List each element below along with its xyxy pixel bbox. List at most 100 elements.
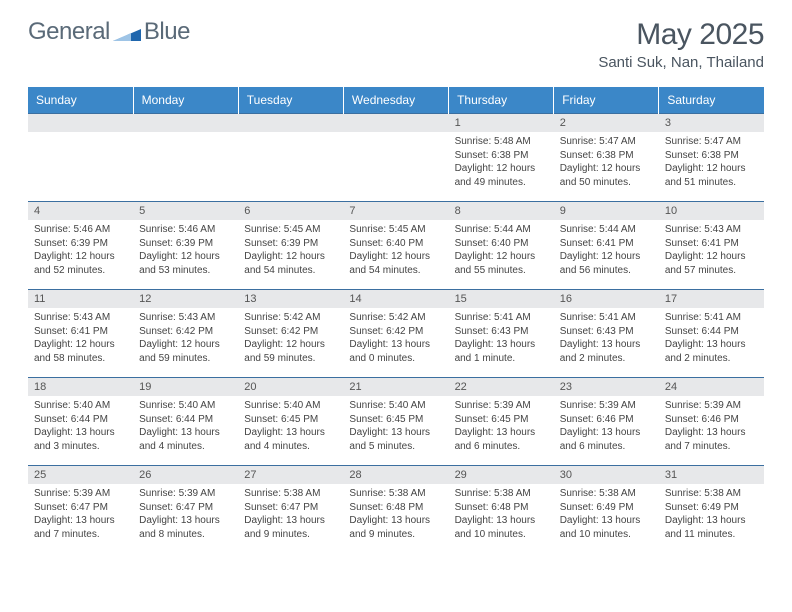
day-content: Sunrise: 5:41 AMSunset: 6:43 PMDaylight:… — [449, 308, 554, 369]
title-area: May 2025 Santi Suk, Nan, Thailand — [598, 18, 764, 71]
calendar-row: 18Sunrise: 5:40 AMSunset: 6:44 PMDayligh… — [28, 378, 764, 466]
day-content: Sunrise: 5:40 AMSunset: 6:45 PMDaylight:… — [238, 396, 343, 457]
day-content: Sunrise: 5:39 AMSunset: 6:45 PMDaylight:… — [449, 396, 554, 457]
day-number: 4 — [28, 202, 133, 220]
day-number: 31 — [659, 466, 764, 484]
empty-day-number — [238, 114, 343, 132]
calendar-cell: 15Sunrise: 5:41 AMSunset: 6:43 PMDayligh… — [449, 290, 554, 378]
weekday-header-row: SundayMondayTuesdayWednesdayThursdayFrid… — [28, 87, 764, 114]
day-number: 29 — [449, 466, 554, 484]
day-number: 19 — [133, 378, 238, 396]
calendar-row: 25Sunrise: 5:39 AMSunset: 6:47 PMDayligh… — [28, 466, 764, 554]
calendar-row: 1Sunrise: 5:48 AMSunset: 6:38 PMDaylight… — [28, 114, 764, 202]
calendar-cell — [238, 114, 343, 202]
calendar-cell — [133, 114, 238, 202]
day-content: Sunrise: 5:39 AMSunset: 6:47 PMDaylight:… — [133, 484, 238, 545]
day-number: 28 — [343, 466, 448, 484]
day-content: Sunrise: 5:38 AMSunset: 6:48 PMDaylight:… — [343, 484, 448, 545]
calendar-cell: 13Sunrise: 5:42 AMSunset: 6:42 PMDayligh… — [238, 290, 343, 378]
location: Santi Suk, Nan, Thailand — [598, 54, 764, 71]
calendar-cell: 8Sunrise: 5:44 AMSunset: 6:40 PMDaylight… — [449, 202, 554, 290]
day-content: Sunrise: 5:40 AMSunset: 6:45 PMDaylight:… — [343, 396, 448, 457]
calendar-cell — [343, 114, 448, 202]
calendar-cell: 7Sunrise: 5:45 AMSunset: 6:40 PMDaylight… — [343, 202, 448, 290]
calendar-cell: 27Sunrise: 5:38 AMSunset: 6:47 PMDayligh… — [238, 466, 343, 554]
calendar-cell: 18Sunrise: 5:40 AMSunset: 6:44 PMDayligh… — [28, 378, 133, 466]
day-number: 17 — [659, 290, 764, 308]
calendar-cell: 3Sunrise: 5:47 AMSunset: 6:38 PMDaylight… — [659, 114, 764, 202]
day-content: Sunrise: 5:41 AMSunset: 6:43 PMDaylight:… — [554, 308, 659, 369]
day-content: Sunrise: 5:45 AMSunset: 6:39 PMDaylight:… — [238, 220, 343, 281]
calendar-cell: 24Sunrise: 5:39 AMSunset: 6:46 PMDayligh… — [659, 378, 764, 466]
calendar-cell: 21Sunrise: 5:40 AMSunset: 6:45 PMDayligh… — [343, 378, 448, 466]
day-content: Sunrise: 5:43 AMSunset: 6:41 PMDaylight:… — [659, 220, 764, 281]
day-number: 23 — [554, 378, 659, 396]
day-number: 21 — [343, 378, 448, 396]
day-number: 8 — [449, 202, 554, 220]
weekday-header: Friday — [554, 87, 659, 114]
day-content: Sunrise: 5:38 AMSunset: 6:49 PMDaylight:… — [554, 484, 659, 545]
day-content: Sunrise: 5:39 AMSunset: 6:47 PMDaylight:… — [28, 484, 133, 545]
day-number: 3 — [659, 114, 764, 132]
calendar-cell: 31Sunrise: 5:38 AMSunset: 6:49 PMDayligh… — [659, 466, 764, 554]
calendar-cell: 9Sunrise: 5:44 AMSunset: 6:41 PMDaylight… — [554, 202, 659, 290]
calendar-cell: 20Sunrise: 5:40 AMSunset: 6:45 PMDayligh… — [238, 378, 343, 466]
empty-day-number — [343, 114, 448, 132]
day-content: Sunrise: 5:45 AMSunset: 6:40 PMDaylight:… — [343, 220, 448, 281]
empty-day-number — [28, 114, 133, 132]
flag-icon — [113, 19, 141, 46]
logo-text-left: General — [28, 18, 110, 46]
day-content: Sunrise: 5:38 AMSunset: 6:49 PMDaylight:… — [659, 484, 764, 545]
day-content: Sunrise: 5:44 AMSunset: 6:40 PMDaylight:… — [449, 220, 554, 281]
day-content: Sunrise: 5:42 AMSunset: 6:42 PMDaylight:… — [343, 308, 448, 369]
day-content: Sunrise: 5:39 AMSunset: 6:46 PMDaylight:… — [659, 396, 764, 457]
day-number: 26 — [133, 466, 238, 484]
day-number: 2 — [554, 114, 659, 132]
calendar-cell: 2Sunrise: 5:47 AMSunset: 6:38 PMDaylight… — [554, 114, 659, 202]
day-number: 9 — [554, 202, 659, 220]
day-number: 18 — [28, 378, 133, 396]
calendar-cell: 17Sunrise: 5:41 AMSunset: 6:44 PMDayligh… — [659, 290, 764, 378]
weekday-header: Sunday — [28, 87, 133, 114]
calendar-cell: 6Sunrise: 5:45 AMSunset: 6:39 PMDaylight… — [238, 202, 343, 290]
day-number: 25 — [28, 466, 133, 484]
day-content: Sunrise: 5:44 AMSunset: 6:41 PMDaylight:… — [554, 220, 659, 281]
calendar-cell: 4Sunrise: 5:46 AMSunset: 6:39 PMDaylight… — [28, 202, 133, 290]
calendar-cell: 26Sunrise: 5:39 AMSunset: 6:47 PMDayligh… — [133, 466, 238, 554]
calendar-cell: 29Sunrise: 5:38 AMSunset: 6:48 PMDayligh… — [449, 466, 554, 554]
calendar-cell: 30Sunrise: 5:38 AMSunset: 6:49 PMDayligh… — [554, 466, 659, 554]
header: General Blue May 2025 Santi Suk, Nan, Th… — [0, 0, 792, 79]
calendar-cell: 1Sunrise: 5:48 AMSunset: 6:38 PMDaylight… — [449, 114, 554, 202]
day-number: 27 — [238, 466, 343, 484]
day-content: Sunrise: 5:40 AMSunset: 6:44 PMDaylight:… — [28, 396, 133, 457]
calendar-cell: 5Sunrise: 5:46 AMSunset: 6:39 PMDaylight… — [133, 202, 238, 290]
day-number: 15 — [449, 290, 554, 308]
day-number: 24 — [659, 378, 764, 396]
day-number: 6 — [238, 202, 343, 220]
day-number: 11 — [28, 290, 133, 308]
calendar-cell: 28Sunrise: 5:38 AMSunset: 6:48 PMDayligh… — [343, 466, 448, 554]
day-content: Sunrise: 5:48 AMSunset: 6:38 PMDaylight:… — [449, 132, 554, 193]
day-number: 16 — [554, 290, 659, 308]
day-number: 30 — [554, 466, 659, 484]
day-content: Sunrise: 5:39 AMSunset: 6:46 PMDaylight:… — [554, 396, 659, 457]
day-content: Sunrise: 5:40 AMSunset: 6:44 PMDaylight:… — [133, 396, 238, 457]
empty-day-number — [133, 114, 238, 132]
calendar-cell: 10Sunrise: 5:43 AMSunset: 6:41 PMDayligh… — [659, 202, 764, 290]
weekday-header: Tuesday — [238, 87, 343, 114]
day-number: 22 — [449, 378, 554, 396]
weekday-header: Wednesday — [343, 87, 448, 114]
day-number: 14 — [343, 290, 448, 308]
day-number: 5 — [133, 202, 238, 220]
day-number: 12 — [133, 290, 238, 308]
day-content: Sunrise: 5:47 AMSunset: 6:38 PMDaylight:… — [659, 132, 764, 193]
day-content: Sunrise: 5:43 AMSunset: 6:41 PMDaylight:… — [28, 308, 133, 369]
day-content: Sunrise: 5:43 AMSunset: 6:42 PMDaylight:… — [133, 308, 238, 369]
calendar-cell: 19Sunrise: 5:40 AMSunset: 6:44 PMDayligh… — [133, 378, 238, 466]
logo: General Blue — [28, 18, 190, 46]
calendar-cell: 23Sunrise: 5:39 AMSunset: 6:46 PMDayligh… — [554, 378, 659, 466]
weekday-header: Saturday — [659, 87, 764, 114]
calendar-cell: 25Sunrise: 5:39 AMSunset: 6:47 PMDayligh… — [28, 466, 133, 554]
weekday-header: Thursday — [449, 87, 554, 114]
day-number: 13 — [238, 290, 343, 308]
